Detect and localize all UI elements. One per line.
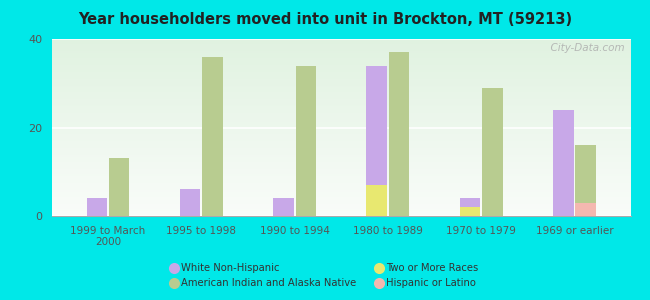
Bar: [553, 110, 573, 216]
Bar: [202, 57, 223, 216]
Bar: [575, 203, 596, 216]
Bar: [460, 198, 480, 216]
Bar: [109, 158, 129, 216]
Bar: [367, 185, 387, 216]
Text: City-Data.com: City-Data.com: [544, 43, 625, 52]
Bar: [482, 88, 502, 216]
Legend: White Non-Hispanic, American Indian and Alaska Native, Two or More Races, Hispan: White Non-Hispanic, American Indian and …: [167, 259, 483, 292]
Bar: [180, 190, 200, 216]
Bar: [460, 207, 480, 216]
Bar: [296, 66, 316, 216]
Bar: [86, 198, 107, 216]
Text: Year householders moved into unit in Brockton, MT (59213): Year householders moved into unit in Bro…: [78, 12, 572, 27]
Bar: [273, 198, 294, 216]
Bar: [389, 52, 410, 216]
Bar: [575, 145, 596, 216]
Bar: [367, 66, 387, 216]
